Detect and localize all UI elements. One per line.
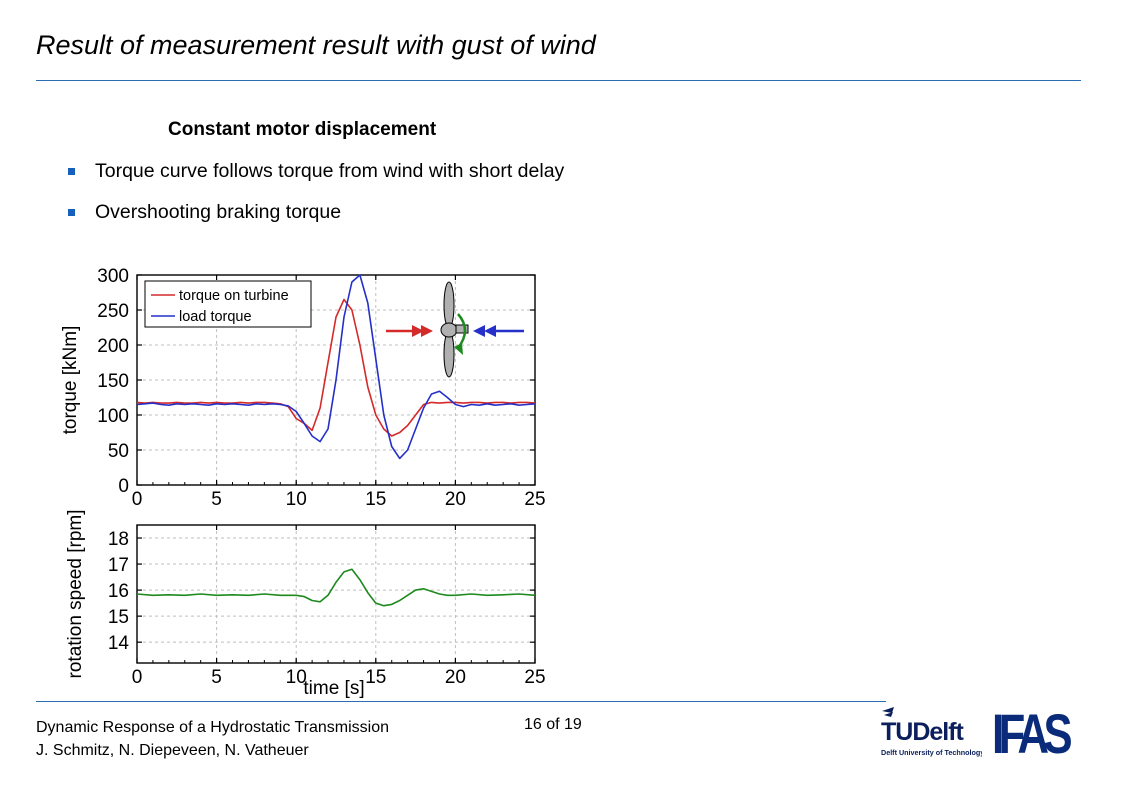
bullet-text: Overshooting braking torque [95,201,342,223]
wind-turbine-icon [386,281,524,378]
x-tick-label: 25 [524,667,545,688]
x-tick-label: 15 [365,667,386,688]
footer-info: Dynamic Response of a Hydrostatic Transm… [36,716,389,762]
tu-delft-logo: TUDelft Delft University of Technology [881,707,982,757]
x-tick-label: 10 [286,667,307,688]
subheading: Constant motor displacement [168,119,437,140]
x-tick-label: 20 [445,667,466,688]
x-tick-label: 5 [211,489,222,510]
bullet-list: Torque curve follows torque from wind wi… [68,158,568,240]
series-line [136,274,536,460]
y-tick-label: 17 [108,555,129,576]
legend-label: torque on turbine [179,288,289,304]
y-tick-label: 200 [97,336,129,357]
x-tick-label: 0 [132,489,143,510]
x-tick-label: 0 [132,667,143,688]
logo-tud-text: TUDelft [881,718,965,746]
ifas-logo: IFAS [992,703,1077,755]
x-axis-label: time [s] [303,678,364,699]
legend-label: load torque [179,309,252,325]
square-bullet-icon [68,168,75,175]
x-tick-label: 25 [524,489,545,510]
presentation-title: Dynamic Response of a Hydrostatic Transm… [36,719,390,736]
series-line [136,568,536,607]
y-tick-label: 250 [97,301,129,322]
y-tick-label: 16 [108,581,129,602]
y-tick-label: 14 [108,633,130,654]
logo-tud-tagline: Delft University of Technology [881,748,982,757]
x-tick-label: 5 [211,667,222,688]
title-divider [36,80,1081,81]
series-line [136,298,536,437]
y-tick-label: 300 [97,266,129,287]
y-tick-label: 100 [97,406,129,427]
bullet-text: Torque curve follows torque from wind wi… [95,160,565,182]
logo-ifas-text: IFAS [992,703,1071,755]
legend-box [144,280,312,328]
square-bullet-icon [68,209,75,216]
x-tick-label: 15 [365,489,386,510]
y-tick-label: 50 [108,441,129,462]
x-tick-label: 10 [286,489,307,510]
x-tick-label: 20 [445,489,466,510]
authors: J. Schmitz, N. Diepeveen, N. Vatheuer [36,742,309,759]
footer-divider [36,701,886,702]
slide-title: Result of measurement result with gust o… [36,30,596,60]
y-tick-label: 150 [97,371,129,392]
bullet-item: Overshooting braking torque [68,199,568,226]
y-tick-label: 18 [108,529,129,550]
page-number: 16 of 19 [524,716,582,733]
y-tick-label: 0 [118,476,129,497]
y-axis-label: torque [kNm] [60,326,81,435]
y-axis-label: rotation speed [rpm] [65,510,86,679]
y-tick-label: 15 [108,607,129,628]
bullet-item: Torque curve follows torque from wind wi… [68,158,568,185]
